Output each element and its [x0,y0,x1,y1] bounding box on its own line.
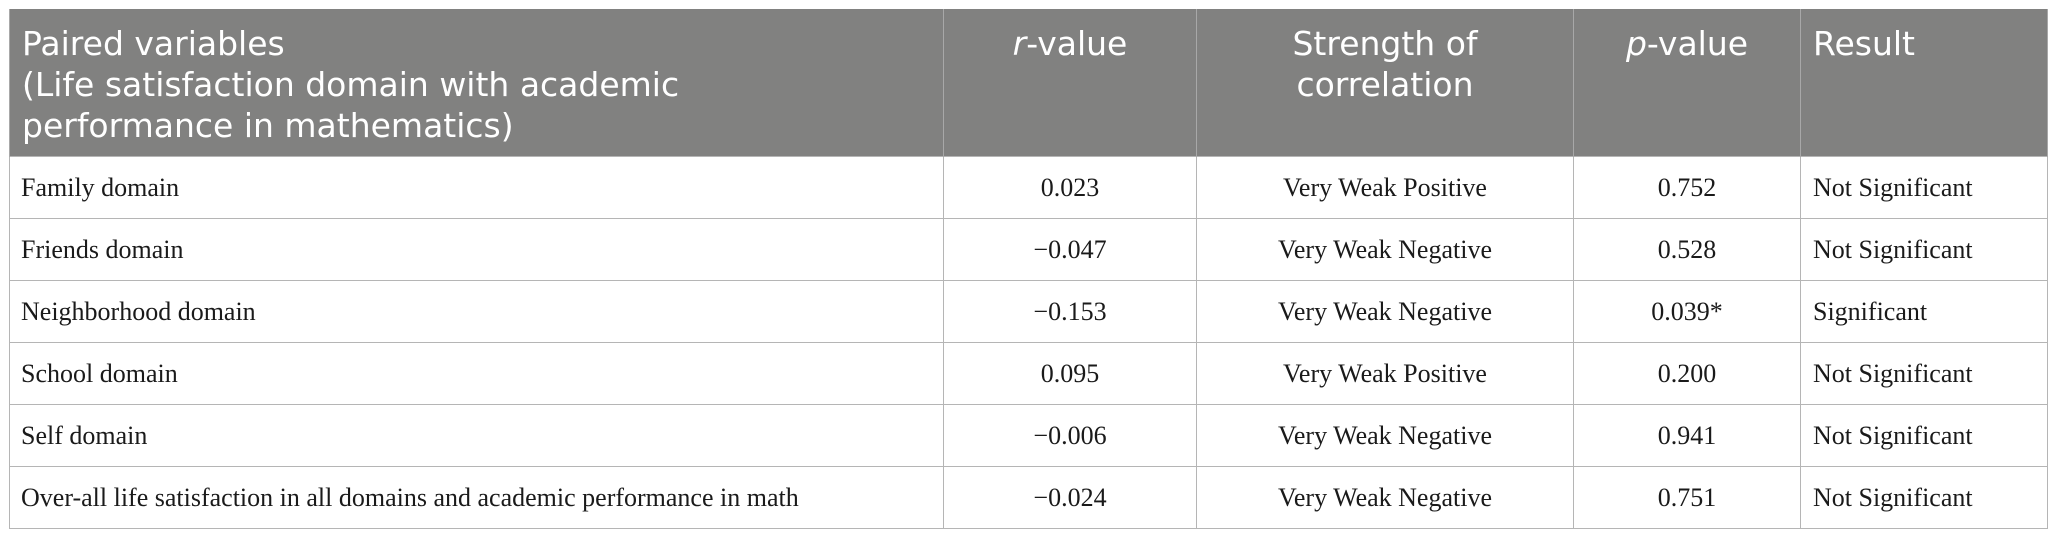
cell-result: Not Significant [1800,466,2048,529]
table-row: School domain 0.095 Very Weak Positive 0… [9,342,2048,405]
header-p-symbol: p [1625,24,1647,63]
cell-strength: Very Weak Negative [1196,404,1574,467]
cell-result: Not Significant [1800,404,2048,467]
header-paired-variables-line2: (Life satisfaction domain with academic [22,65,680,104]
header-result: Result [1800,9,2048,157]
header-paired-variables-line3: performance in mathematics) [22,106,514,145]
cell-variable: Neighborhood domain [9,280,944,343]
table-body: Family domain 0.023 Very Weak Positive 0… [9,156,2048,529]
cell-strength: Very Weak Negative [1196,218,1574,281]
cell-result: Not Significant [1800,156,2048,219]
correlation-table: Paired variables (Life satisfaction doma… [9,9,2048,529]
table-row: Family domain 0.023 Very Weak Positive 0… [9,156,2048,219]
header-p-value: p-value [1573,9,1801,157]
cell-p-value: 0.751 [1573,466,1801,529]
cell-r-value: 0.095 [943,342,1197,405]
cell-result: Not Significant [1800,218,2048,281]
cell-variable: School domain [9,342,944,405]
cell-variable: Friends domain [9,218,944,281]
cell-strength: Very Weak Negative [1196,280,1574,343]
cell-r-value: −0.047 [943,218,1197,281]
correlation-table-container: Paired variables (Life satisfaction doma… [9,9,2048,529]
cell-p-value: 0.200 [1573,342,1801,405]
cell-p-value: 0.752 [1573,156,1801,219]
cell-r-value: −0.153 [943,280,1197,343]
header-paired-variables: Paired variables (Life satisfaction doma… [9,9,944,157]
cell-variable: Self domain [9,404,944,467]
cell-strength: Very Weak Positive [1196,342,1574,405]
table-header: Paired variables (Life satisfaction doma… [9,9,2048,157]
header-paired-variables-line1: Paired variables [22,24,285,63]
cell-p-value: 0.039* [1573,280,1801,343]
header-strength: Strength of correlation [1196,9,1574,157]
cell-r-value: −0.024 [943,466,1197,529]
header-strength-line2: correlation [1296,65,1474,104]
table-row: Over-all life satisfaction in all domain… [9,466,2048,529]
table-row: Self domain −0.006 Very Weak Negative 0.… [9,404,2048,467]
cell-variable: Family domain [9,156,944,219]
cell-strength: Very Weak Negative [1196,466,1574,529]
cell-result: Significant [1800,280,2048,343]
cell-r-value: −0.006 [943,404,1197,467]
table-row: Neighborhood domain −0.153 Very Weak Neg… [9,280,2048,343]
cell-strength: Very Weak Positive [1196,156,1574,219]
header-r-suffix: -value [1026,24,1128,63]
header-r-symbol: r [1012,24,1027,63]
cell-result: Not Significant [1800,342,2048,405]
header-row: Paired variables (Life satisfaction doma… [9,9,2048,157]
cell-p-value: 0.941 [1573,404,1801,467]
cell-p-value: 0.528 [1573,218,1801,281]
header-strength-line1: Strength of [1292,24,1478,63]
header-p-suffix: -value [1646,24,1749,63]
cell-r-value: 0.023 [943,156,1197,219]
cell-variable: Over-all life satisfaction in all domain… [9,466,944,529]
table-row: Friends domain −0.047 Very Weak Negative… [9,218,2048,281]
header-r-value: r-value [943,9,1197,157]
